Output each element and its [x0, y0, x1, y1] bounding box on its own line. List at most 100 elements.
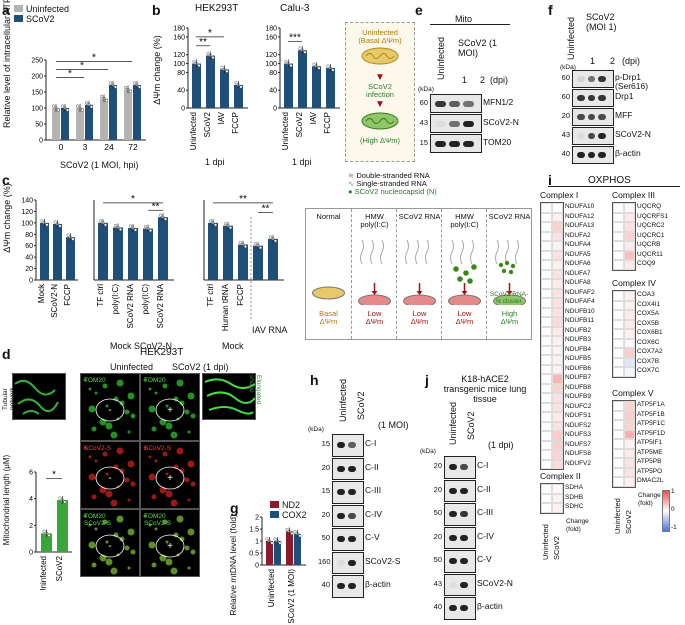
x-tick-label: SCoV2: [295, 111, 304, 137]
bar: [100, 98, 108, 140]
nucleocapsid-icon: [453, 266, 459, 272]
x-tick-label: SCoV2 RNA: [126, 283, 135, 328]
bar: [113, 227, 123, 280]
y-tick-label: 40: [269, 88, 277, 95]
signal-blob: [88, 405, 96, 413]
legend-a: Uninfected SCoV2: [14, 4, 69, 24]
heatmap-xcat: SCoV2: [552, 535, 561, 560]
heatmap-cell: [624, 291, 635, 301]
data-point: [285, 527, 289, 531]
signal-blob: [127, 392, 135, 400]
heatmap-cell: [541, 440, 552, 450]
band-label: SCoV2-N: [483, 116, 519, 127]
scheme-b-top-sub: (Basal ΔΨm): [358, 36, 402, 45]
rna-strand-icon: [460, 239, 464, 265]
gene-label: NDUFA7: [565, 269, 591, 277]
heatmap-cell: [541, 412, 552, 422]
bar: [208, 222, 218, 280]
gene-label: NDUFA8: [565, 279, 591, 286]
band: [449, 100, 460, 107]
signal-blob: [154, 527, 158, 531]
signal-blob: [148, 541, 156, 549]
x-tick-label: TF ctrl: [96, 284, 105, 307]
data-point: [98, 219, 103, 223]
signal-blob: [143, 446, 147, 450]
x-tick-label: 72: [128, 142, 138, 152]
gene-label: NDUFB5: [565, 355, 592, 362]
signal-blob: [151, 494, 157, 500]
gene-label: UQCRFS1: [637, 212, 669, 220]
heatmap-cell: [613, 291, 624, 301]
significance-mark: *: [80, 61, 84, 72]
heatmap-cell: [552, 374, 563, 384]
gene-label: COX7B: [637, 357, 660, 365]
micro-panel: - SCoV2-S: [80, 441, 140, 509]
heatmap-cell: [541, 241, 552, 251]
bar: [286, 531, 293, 565]
signal-blob: [127, 460, 135, 468]
chart-c3: TF ctrl Human tRNA FCCP ** **: [203, 194, 284, 331]
data-point: [63, 500, 67, 504]
bar: [66, 237, 75, 280]
heatmap-cell: [613, 348, 624, 358]
gene-label: SDHC: [565, 503, 584, 510]
nucleocapsid-icon: [463, 270, 469, 276]
divider-e: [430, 24, 510, 25]
heatmap-cell: [624, 231, 635, 241]
signal-blob: [102, 383, 108, 389]
heatmap-cell: [552, 440, 563, 450]
heatmap-cell: [624, 319, 635, 329]
band-label: SCoV2-N: [615, 129, 651, 139]
data-point: [163, 217, 168, 221]
band-label: MFF: [615, 110, 633, 120]
y-tick-label: 1: [255, 539, 259, 546]
legend-c: ≋ Double-stranded RNA ∿ Single-stranded …: [348, 171, 437, 196]
signal-blob: [94, 527, 98, 531]
nucleus-outline: [155, 534, 185, 558]
lane-f-uninfected: Uninfected: [566, 16, 576, 60]
y-tick-label: 250: [31, 58, 43, 65]
gene-label: UQCRC1: [637, 231, 665, 239]
blot-row: [572, 127, 614, 145]
data-point: [211, 56, 215, 60]
heatmap-cell: [541, 493, 552, 503]
data-point: [220, 65, 224, 69]
bar: [109, 84, 117, 140]
x-tick-label: FCCP: [231, 112, 240, 134]
heatmap-cell: [541, 203, 552, 213]
data-point: [118, 227, 123, 231]
heatmap-xcat: Uninfected: [613, 497, 622, 534]
gene-label: COX6B1: [637, 329, 663, 336]
lane-j-uninfected: Uninfected: [448, 401, 458, 445]
scheme-col-title: HMW poly(I:C): [450, 212, 479, 229]
y-tick-label: 100: [265, 61, 277, 68]
signal-blob: [176, 447, 184, 455]
band: [598, 76, 606, 82]
heatmap-cell: [552, 269, 563, 279]
nucleus-outline: [155, 398, 185, 422]
blot-j: 20 C-I 20 C-II 50 C-III 20 C-IV 50 C-V 43 SCoV2-N 40…: [434, 456, 513, 620]
data-point: [143, 225, 148, 229]
ylabel-c: ΔΨm change (%): [2, 183, 12, 253]
y-tick-label: 100: [173, 61, 185, 68]
heatmap-cell: [552, 317, 563, 327]
band: [348, 583, 356, 590]
gene-label: NDUFS7: [565, 440, 592, 448]
band: [348, 536, 356, 543]
heatmap-cell: [624, 338, 635, 348]
y-tick-label: 40: [177, 88, 185, 95]
gene-label: ATP5PO: [637, 467, 663, 475]
data-point: [331, 68, 335, 72]
scheme-b: Uninfected (Basal ΔΨm) ▼ SCoV2 infection…: [345, 22, 415, 162]
band: [348, 465, 356, 472]
heatmap-cell: [624, 410, 635, 420]
significance-mark: *: [92, 53, 96, 64]
scheme-col-foot1: Low: [367, 309, 382, 318]
bar: [192, 63, 201, 108]
gene-label: UQCRB: [637, 241, 661, 248]
signal-blob: [119, 468, 125, 474]
heatmap-cell: [541, 503, 552, 513]
band: [460, 464, 468, 471]
band-label: C-II: [477, 483, 491, 494]
rna-strand-icon: [505, 239, 509, 265]
